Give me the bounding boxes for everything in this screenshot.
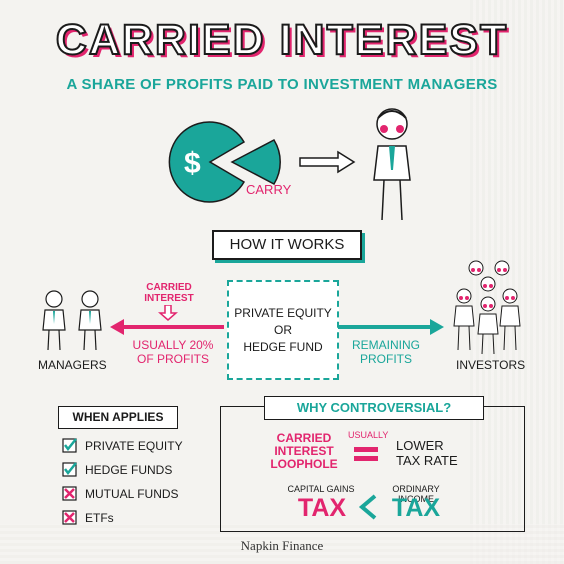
page-title: CARRIED INTEREST bbox=[55, 15, 509, 65]
carried-interest-line-2: INTEREST bbox=[144, 293, 194, 304]
remaining-line-2: PROFITS bbox=[359, 352, 412, 366]
usually-label: USUALLY bbox=[348, 430, 389, 440]
pie-carry-slice bbox=[230, 139, 281, 185]
pie-main-slice bbox=[168, 121, 246, 203]
remaining-line-1: REMAINING bbox=[351, 338, 420, 352]
capital-gains-label: CAPITAL GAINS bbox=[287, 484, 355, 494]
list-item: HEDGE FUNDS bbox=[62, 462, 172, 477]
carried-interest-line-1: CARRIED bbox=[146, 282, 192, 293]
loophole-line-1: CARRIED bbox=[276, 431, 332, 445]
managers-figures-icon bbox=[42, 290, 102, 351]
investors-group-icon bbox=[453, 260, 521, 355]
arrow-down-icon bbox=[158, 305, 178, 321]
ordinary-income-tax: TAX bbox=[391, 494, 441, 522]
lower-line-2: TAX RATE bbox=[396, 453, 458, 468]
arrow-right-icon bbox=[299, 150, 356, 174]
fund-line-3: HEDGE FUND bbox=[243, 339, 323, 354]
how-it-works-banner: HOW IT WORKS bbox=[212, 230, 362, 260]
checkbox-checked-icon bbox=[62, 438, 77, 453]
list-item-label: HEDGE FUNDS bbox=[85, 462, 173, 477]
managers-share-note: USUALLY 20% OF PROFITS bbox=[118, 338, 228, 366]
arrow-right-teal-icon bbox=[338, 319, 444, 335]
napkin-texture-bottom bbox=[0, 524, 564, 564]
lower-line-1: LOWER bbox=[396, 438, 444, 453]
page-subtitle: A SHARE OF PROFITS PAID TO INVESTMENT MA… bbox=[66, 76, 498, 93]
list-item: ETFs bbox=[62, 510, 114, 525]
lower-tax-label: LOWER TAX RATE bbox=[396, 438, 458, 468]
manager-figure-icon bbox=[373, 108, 411, 221]
brand-footer: Napkin Finance bbox=[240, 538, 324, 553]
when-applies-heading: WHEN APPLIES bbox=[58, 406, 178, 429]
list-item: PRIVATE EQUITY bbox=[62, 438, 183, 453]
controversial-heading: WHY CONTROVERSIAL? bbox=[264, 396, 484, 420]
investors-label: INVESTORS bbox=[456, 358, 526, 372]
less-than-icon bbox=[358, 494, 377, 520]
list-item-label: MUTUAL FUNDS bbox=[85, 486, 179, 501]
capital-gains-tax: TAX bbox=[297, 494, 347, 522]
ordinary-income-label: ORDINARY INCOME bbox=[392, 484, 440, 504]
loophole-line-2: INTEREST bbox=[274, 444, 334, 458]
loophole-line-3: LOOPHOLE bbox=[270, 457, 338, 471]
managers-share-line-2: OF PROFITS bbox=[137, 352, 209, 366]
list-item-label: PRIVATE EQUITY bbox=[85, 438, 183, 453]
arrow-left-pink-icon bbox=[110, 319, 224, 335]
managers-label: MANAGERS bbox=[38, 358, 107, 372]
checkbox-crossed-icon bbox=[62, 486, 77, 501]
list-item: MUTUAL FUNDS bbox=[62, 486, 179, 501]
carry-label: CARRY bbox=[246, 182, 292, 197]
remaining-profits-note: REMAINING PROFITS bbox=[344, 338, 428, 366]
checkbox-checked-icon bbox=[62, 462, 77, 477]
carry-pie-illustration: $ bbox=[168, 121, 281, 203]
fund-box: PRIVATE EQUITY OR HEDGE FUND bbox=[227, 280, 339, 380]
list-item-label: ETFs bbox=[85, 510, 114, 525]
fund-line-1: PRIVATE EQUITY bbox=[234, 305, 332, 320]
dollar-icon: $ bbox=[184, 147, 201, 180]
loophole-label: CARRIED INTEREST LOOPHOLE bbox=[268, 432, 340, 471]
carried-interest-note: CARRIED INTEREST bbox=[138, 282, 200, 304]
checkbox-crossed-icon bbox=[62, 510, 77, 525]
managers-share-line-1: USUALLY 20% bbox=[132, 338, 214, 352]
fund-line-2: OR bbox=[274, 322, 292, 337]
equals-icon bbox=[354, 447, 378, 461]
